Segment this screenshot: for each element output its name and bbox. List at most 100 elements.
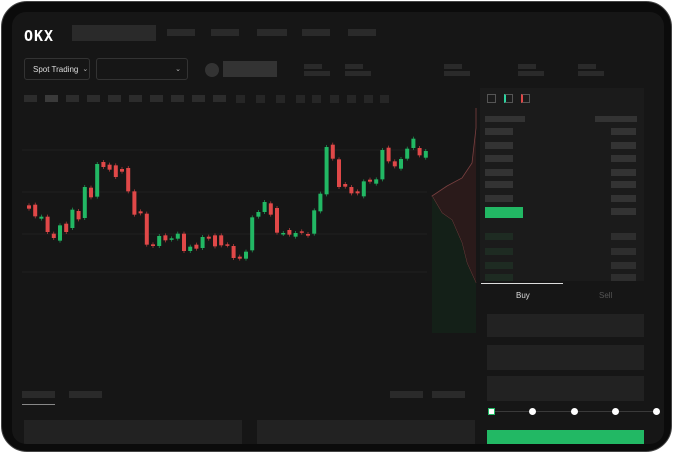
chevron-down-icon: ⌄ (82, 66, 89, 73)
chart-tool-icon[interactable] (347, 95, 356, 103)
timeframe-button[interactable] (108, 95, 121, 102)
candle (200, 237, 205, 249)
candle (132, 191, 137, 215)
timeframe-button[interactable] (87, 95, 100, 102)
candle (157, 236, 162, 247)
amount-input[interactable] (487, 345, 644, 370)
slider-step[interactable] (653, 408, 660, 415)
candle (337, 159, 341, 188)
depth-chart (431, 108, 477, 333)
chart-tool-icon[interactable] (330, 95, 339, 103)
candle (324, 147, 329, 195)
ask-price (485, 128, 513, 135)
ask-amount (611, 208, 636, 215)
candle (411, 138, 416, 149)
mid-price (485, 207, 523, 218)
candle (151, 244, 155, 247)
tab-history[interactable] (69, 391, 102, 398)
nav-item[interactable] (348, 29, 376, 36)
candle (268, 203, 273, 215)
candle (169, 238, 174, 240)
tab-buy[interactable]: Buy (516, 291, 530, 300)
bid-price (485, 248, 513, 255)
chart-tool-icon[interactable] (276, 95, 285, 103)
candle (64, 223, 69, 233)
candle (39, 216, 44, 219)
candle (281, 233, 286, 235)
nav-item[interactable] (211, 29, 239, 36)
ask-price (485, 195, 513, 202)
candle (107, 164, 112, 170)
total-input[interactable] (487, 376, 644, 401)
chevron-down-icon: ⌄ (175, 66, 181, 73)
candle (188, 246, 193, 252)
bid-amount (611, 233, 636, 240)
bid-amount (611, 274, 636, 281)
candle (206, 236, 211, 239)
candle (374, 179, 379, 184)
tab-orders[interactable] (22, 391, 55, 398)
timeframe-button[interactable] (192, 95, 205, 102)
orderbook-sell-icon[interactable] (521, 94, 530, 103)
slider-step[interactable] (611, 408, 619, 415)
search-bar[interactable] (72, 25, 156, 41)
orderbook-both-icon[interactable] (487, 94, 496, 103)
bid-price (485, 233, 513, 240)
nav-item[interactable] (257, 29, 287, 36)
bid-price (485, 274, 513, 281)
timeframe-button[interactable] (150, 95, 163, 102)
chart-tool-icon[interactable] (236, 95, 245, 103)
spot-trading-label: Spot Trading (33, 64, 79, 74)
ask-amount (611, 155, 636, 162)
timeframe-button[interactable] (24, 95, 37, 102)
ask-price (485, 181, 513, 188)
candle (250, 217, 255, 251)
timeframe-button[interactable] (129, 95, 142, 102)
timeframe-button[interactable] (171, 95, 184, 102)
ask-price (485, 169, 513, 176)
candle (182, 233, 186, 252)
slider-step[interactable] (570, 408, 578, 415)
slider-step[interactable] (488, 408, 495, 415)
nav-item[interactable] (167, 29, 195, 36)
pair-price (223, 61, 277, 77)
timeframe-button[interactable] (66, 95, 79, 102)
candle (237, 256, 242, 259)
buy-button[interactable] (487, 430, 644, 444)
chart-tool-icon[interactable] (296, 95, 305, 103)
chart-tool-icon[interactable] (256, 95, 265, 103)
tab-sell[interactable]: Sell (599, 291, 613, 300)
candle (51, 233, 56, 239)
price-input[interactable] (487, 314, 644, 337)
candlestick-chart[interactable] (12, 12, 482, 312)
ask-amount (611, 128, 636, 135)
bid-price (485, 262, 513, 269)
candle (58, 225, 62, 241)
ask-price (485, 155, 513, 162)
candle (175, 233, 180, 239)
timeframe-button[interactable] (45, 95, 58, 102)
candle (330, 144, 335, 159)
timeframe-button[interactable] (213, 95, 226, 102)
candle (27, 205, 31, 209)
slider-step[interactable] (529, 408, 537, 415)
nav-item[interactable] (302, 29, 330, 36)
candle (275, 208, 279, 233)
candle (101, 162, 106, 168)
candle (219, 235, 224, 246)
spot-trading-dropdown[interactable]: Spot Trading ⌄ (24, 58, 90, 80)
candle (312, 210, 317, 234)
candle (392, 161, 397, 167)
chart-tool-icon[interactable] (312, 95, 321, 103)
bid-amount (611, 248, 636, 255)
candle (244, 251, 248, 259)
candle (299, 231, 304, 233)
orderbook-buy-icon[interactable] (504, 94, 513, 103)
candle (120, 169, 124, 172)
chart-tool-icon[interactable] (380, 95, 389, 103)
chart-tool-icon[interactable] (364, 95, 373, 103)
okx-logo: OKX (24, 27, 55, 45)
candle (262, 202, 267, 213)
candle (138, 211, 143, 214)
pair-dropdown[interactable]: ⌄ (96, 58, 188, 80)
